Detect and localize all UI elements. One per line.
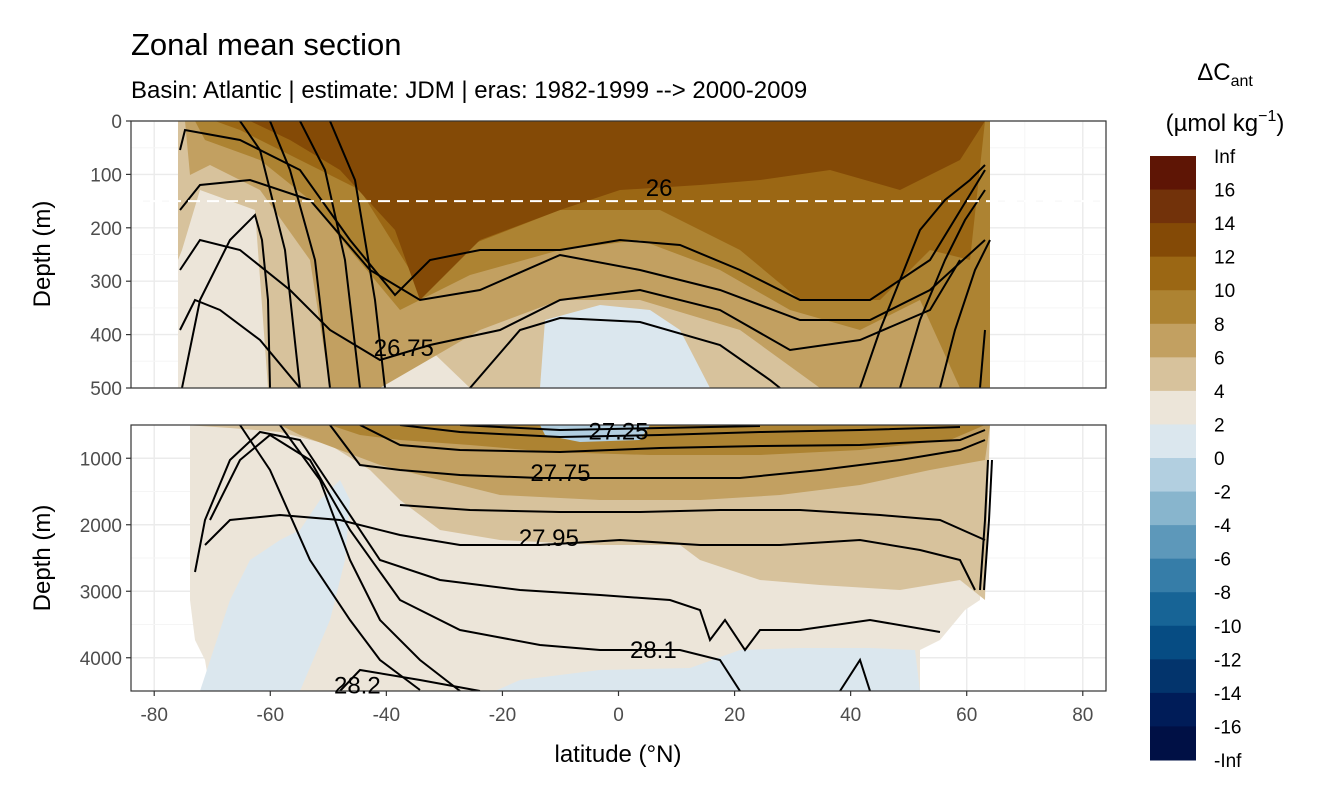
x-tick-label: 40: [840, 705, 861, 726]
legend-swatch: [1150, 223, 1196, 258]
legend-label: 14: [1214, 214, 1236, 235]
contour-label: 26.75: [374, 335, 434, 362]
contour-label: 28.1: [630, 637, 677, 664]
y-tick-label: 0: [111, 112, 122, 133]
legend-label: -6: [1214, 550, 1231, 571]
legend-swatch: [1150, 323, 1196, 358]
y-tick-label: 200: [90, 219, 122, 240]
x-tick-label: 60: [956, 705, 977, 726]
legend-swatch: [1150, 290, 1196, 325]
y-tick-label: 400: [90, 326, 122, 347]
y-axis-lower: 1000 2000 3000 4000: [80, 449, 131, 670]
y-tick-label: 500: [90, 379, 122, 400]
legend-swatch: [1150, 156, 1196, 191]
field-band-negative-east: [495, 648, 920, 691]
field-band-10-14: [250, 121, 985, 300]
legend-label: 10: [1214, 281, 1235, 302]
legend-label: 16: [1214, 181, 1235, 202]
legend-label: Inf: [1214, 147, 1236, 168]
legend-title: ΔCant: [1197, 59, 1253, 90]
contour-lines-upper: [179, 121, 991, 388]
x-axis-title: latitude (°N): [555, 741, 682, 768]
field-band-6-8: [330, 425, 985, 455]
legend-swatch: [1150, 189, 1196, 224]
legend-label: -10: [1214, 617, 1241, 638]
contour-label: 26: [646, 175, 673, 202]
y-axis-upper: 0 100 200 300 400 500: [90, 112, 131, 400]
contour-label: 27.75: [530, 460, 590, 487]
legend-title-subscript: ant: [1231, 73, 1254, 90]
x-tick-label: -80: [140, 705, 167, 726]
legend-swatch: [1150, 256, 1196, 291]
x-axis: -80 -60 -40 -20 0 20 40 60 80: [140, 691, 1093, 726]
panel-upper: 0 100 200 300 400 500: [90, 112, 1107, 400]
legend-swatch: [1150, 625, 1196, 660]
y-tick-label: 300: [90, 272, 122, 293]
chart-title: Zonal mean section: [131, 27, 402, 62]
y-tick-label: 4000: [80, 649, 122, 670]
legend-unit-superscript: −1: [1258, 108, 1276, 125]
legend-swatch: [1150, 458, 1196, 493]
legend: ΔCant (µmol kg−1) Inf 16 14 12 10 8 6 4 2 0 -2 -4 -6…: [1150, 59, 1284, 772]
field-band-negative: [540, 305, 710, 388]
legend-swatch: [1150, 692, 1196, 727]
y-axis-title-lower: Depth (m): [29, 505, 56, 612]
legend-label: -Inf: [1214, 751, 1242, 772]
x-tick-label: -60: [257, 705, 284, 726]
legend-swatch: [1150, 659, 1196, 694]
x-tick-label: 20: [724, 705, 745, 726]
x-tick-label: -40: [373, 705, 400, 726]
contour-lines-lower: [194, 425, 993, 691]
x-tick-label: -20: [489, 705, 516, 726]
x-tick-label: 0: [613, 705, 624, 726]
legend-label: 6: [1214, 348, 1225, 369]
legend-swatch: [1150, 424, 1196, 459]
legend-unit: (µmol kg−1): [1166, 108, 1285, 137]
contour-label: 28.2: [334, 673, 381, 700]
contour-labels: 26 26.75 27.25 27.75 27.95 28.1 28.2: [334, 175, 677, 700]
legend-swatch: [1150, 357, 1196, 392]
colour-field-lower: [185, 425, 990, 691]
chart-subtitle: Basin: Atlantic | estimate: JDM | eras: …: [131, 77, 807, 104]
legend-label: -8: [1214, 583, 1231, 604]
legend-label: -12: [1214, 650, 1241, 671]
x-tick-label: 80: [1072, 705, 1093, 726]
contour-label: 27.25: [588, 419, 648, 446]
legend-label: 4: [1214, 382, 1225, 403]
panel-lower: 1000 2000 3000 4000: [80, 424, 1107, 692]
legend-labels: Inf 16 14 12 10 8 6 4 2 0 -2 -4 -6 -8 -10 -12 -14 -16 -Inf: [1214, 147, 1242, 772]
legend-label: 12: [1214, 248, 1235, 269]
legend-colour-bar: [1150, 156, 1196, 761]
legend-swatch: [1150, 558, 1196, 593]
y-tick-label: 3000: [80, 582, 122, 603]
legend-label: -14: [1214, 684, 1242, 705]
y-axis-title-upper: Depth (m): [29, 201, 56, 308]
legend-swatch: [1150, 525, 1196, 560]
legend-swatch: [1150, 726, 1196, 761]
legend-label: 0: [1214, 449, 1225, 470]
y-tick-label: 100: [90, 165, 122, 186]
y-tick-label: 1000: [80, 449, 122, 470]
y-tick-label: 2000: [80, 516, 122, 537]
legend-swatch: [1150, 592, 1196, 627]
legend-swatch: [1150, 390, 1196, 425]
legend-label: -2: [1214, 483, 1231, 504]
colour-field-upper: [178, 121, 990, 388]
legend-label: 8: [1214, 315, 1225, 336]
legend-label: 2: [1214, 415, 1225, 436]
contour-label: 27.95: [519, 525, 579, 552]
legend-swatch: [1150, 491, 1196, 526]
legend-label: -16: [1214, 717, 1241, 738]
legend-label: -4: [1214, 516, 1231, 537]
field-band-negative-deep: [200, 480, 350, 691]
